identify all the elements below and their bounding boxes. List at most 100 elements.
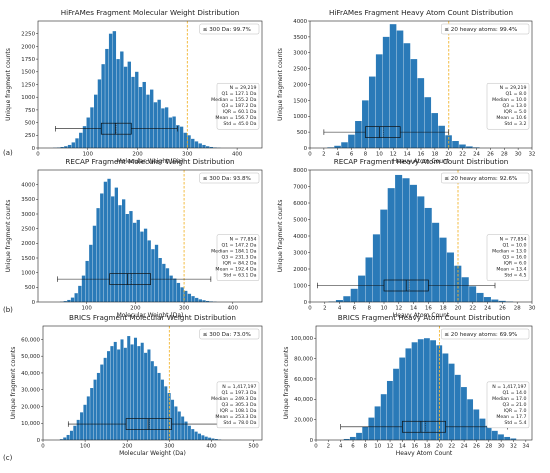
y-axis-label: Unique fragment counts [277,200,284,273]
y-tick-label: 1500 [293,98,307,104]
threshold-annotation-box [441,172,530,184]
stats-line: IQR = 108.1 Da [220,408,257,414]
plot-frame [37,169,263,303]
histogram-bar [355,121,362,148]
y-tick-label: 20,000 [21,404,40,410]
histogram-bar [135,71,139,148]
histogram-bar [76,419,80,440]
x-tick-label: 12 [395,306,402,312]
histogram-bar [402,178,410,302]
stats-line: Median = 13.0 [492,249,526,255]
histogram-bar [177,411,181,440]
histogram-bar [66,434,70,440]
histogram-bar [452,141,459,148]
histogram-bar [67,299,71,302]
histogram-bar [101,64,105,148]
chart-title: BRICS Fragment Heavy Atom Count Distribu… [338,313,510,322]
x-tick-label: 400 [206,444,217,450]
iqr-box [365,126,401,138]
histogram-bar [172,116,176,148]
y-tick-label: 500 [25,121,36,127]
histogram-bar [82,126,87,148]
histogram-bar [130,344,134,440]
threshold-annotation: ≤ 300 Da: 99.7% [203,27,251,33]
histogram-bar [403,43,411,148]
iqr-box [109,273,151,285]
panel-label: (a) [3,149,13,157]
x-tick-label: 24 [484,306,491,312]
x-tick-label: 200 [132,152,143,158]
histogram-bar [201,435,205,440]
histogram-bar [327,147,334,148]
histogram-bar [438,125,445,148]
x-tick-label: 20 [445,152,452,158]
histogram-bar [169,275,173,302]
histogram-bar [179,126,184,148]
histogram-bar [176,125,180,148]
histogram-bar [107,351,111,440]
threshold-annotation: ≤ 20 heavy atoms: 99.4% [444,27,517,33]
histogram-bar [349,436,356,440]
stats-line: Median = 17.0 [492,396,526,402]
histogram-bar [164,107,169,148]
histogram-bar [103,357,107,440]
histogram-bar [118,205,122,302]
chart-2: 100 200 300 4000500100015002000250030003500… [5,157,263,319]
histogram-bar [195,297,199,302]
x-tick-label: 100 [80,444,91,450]
y-tick-label: 20,000 [294,418,313,424]
histogram-bar [389,24,397,148]
x-tick-label: 34 [522,444,529,450]
histogram-bar [454,374,461,440]
x-tick-label: 300 [182,152,193,158]
histogram-bar [396,30,404,148]
histogram-bar [174,406,178,440]
y-tick-label: 1250 [21,82,35,88]
chart-title: RECAP Fragment Molecular Weight Distribu… [65,157,234,166]
stats-line: Mean = 192.4 Da [215,267,256,273]
y-tick-label: 0 [37,438,41,444]
y-tick-label: 1500 [21,70,35,76]
stats-line: Std = 5.4 [504,420,526,426]
x-tick-label: 24 [473,152,480,158]
histogram-bar [85,260,89,302]
histogram-bar [120,51,124,149]
x-tick-label: 30 [498,444,505,450]
histogram-bar [97,79,102,148]
histogram-bar [147,240,151,302]
histogram-bar [73,425,77,440]
histogram-bar [125,214,129,302]
y-axis-label: Unique fragment counts [277,48,284,121]
stats-line: N = 29,219 [230,85,257,91]
threshold-annotation: ≤ 300 Da: 93.8% [203,176,251,182]
histogram-bar [362,100,369,148]
histogram-bar [187,425,191,440]
stats-line: Q1 = 197.3 Da [222,390,257,396]
stats-line: Std = 78.0 Da [223,420,256,426]
x-tick-label: 0 [308,306,312,312]
histogram-bar [436,345,443,440]
histogram-bar [341,142,348,148]
histogram-bar [113,341,117,440]
y-tick-label: 100,000 [291,336,314,342]
histogram-bar [214,438,218,440]
histogram-bar [86,117,90,148]
y-tick-label: 2000 [293,82,307,88]
threshold-annotation-box [441,328,530,340]
chart-title: HiFrAMes Fragment Heavy Atom Count Distr… [329,8,513,17]
histogram-bar [191,138,195,148]
x-tick-label: 10 [374,444,381,450]
y-tick-label: 1500 [21,256,35,262]
y-tick-label: 7000 [293,184,307,190]
histogram-bar [59,439,63,440]
histogram-bar [375,54,383,148]
histogram-bar [131,76,135,148]
stats-line: IQR = 60.1 Da [223,109,257,115]
x-tick-label: 2 [327,444,330,450]
x-tick-label: 30 [529,306,536,312]
y-tick-label: 40,000 [294,397,313,403]
y-tick-label: 1000 [293,114,307,120]
histogram-bar [157,372,161,440]
histogram-bar [127,336,131,440]
plot-frame [315,325,533,441]
